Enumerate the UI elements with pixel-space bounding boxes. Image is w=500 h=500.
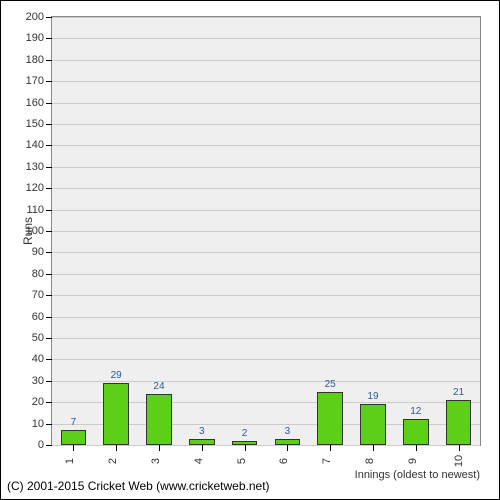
y-tick-label: 200 bbox=[26, 11, 44, 23]
x-tick-label: 6 bbox=[278, 458, 290, 464]
y-tick-label: 120 bbox=[26, 182, 44, 194]
bar bbox=[146, 394, 172, 445]
x-tick-label: 5 bbox=[236, 458, 248, 464]
y-tick-label: 150 bbox=[26, 118, 44, 130]
y-tick-label: 0 bbox=[38, 439, 44, 451]
y-tick-label: 130 bbox=[26, 161, 44, 173]
x-tick bbox=[116, 445, 117, 451]
bar-value-label: 29 bbox=[95, 370, 138, 381]
y-tick-label: 170 bbox=[26, 75, 44, 87]
y-tick-label: 40 bbox=[32, 353, 44, 365]
bar-value-label: 3 bbox=[180, 426, 223, 437]
y-tick-label: 160 bbox=[26, 97, 44, 109]
x-tick bbox=[73, 445, 74, 451]
x-tick-label: 4 bbox=[193, 458, 205, 464]
bar-slot: 34 bbox=[180, 17, 223, 445]
x-tick-label: 1 bbox=[64, 458, 76, 464]
copyright-text: (C) 2001-2015 Cricket Web (www.cricketwe… bbox=[7, 479, 270, 493]
plot-area: Runs Innings (oldest to newest) 01020304… bbox=[51, 16, 481, 446]
y-tick-label: 180 bbox=[26, 54, 44, 66]
y-tick-label: 100 bbox=[26, 225, 44, 237]
bar-slot: 129 bbox=[394, 17, 437, 445]
bar-slot: 36 bbox=[266, 17, 309, 445]
bar bbox=[317, 392, 343, 446]
x-tick bbox=[373, 445, 374, 451]
y-tick-label: 50 bbox=[32, 332, 44, 344]
y-tick-label: 30 bbox=[32, 375, 44, 387]
x-tick-label: 9 bbox=[407, 458, 419, 464]
bar bbox=[446, 400, 472, 445]
x-tick bbox=[330, 445, 331, 451]
chart-container: Runs Innings (oldest to newest) 01020304… bbox=[0, 0, 500, 500]
bar-slot: 243 bbox=[138, 17, 181, 445]
bar-value-label: 21 bbox=[437, 387, 480, 398]
x-tick-label: 2 bbox=[107, 458, 119, 464]
y-tick-label: 60 bbox=[32, 311, 44, 323]
bar-value-label: 25 bbox=[309, 379, 352, 390]
bar-value-label: 24 bbox=[138, 381, 181, 392]
x-tick-label: 3 bbox=[150, 458, 162, 464]
y-tick-label: 110 bbox=[26, 204, 44, 216]
x-tick bbox=[416, 445, 417, 451]
bar-slot: 292 bbox=[95, 17, 138, 445]
x-tick bbox=[159, 445, 160, 451]
bar-slot: 198 bbox=[352, 17, 395, 445]
x-tick-label: 10 bbox=[453, 455, 465, 467]
y-tick-label: 10 bbox=[32, 418, 44, 430]
x-tick bbox=[245, 445, 246, 451]
bar-value-label: 12 bbox=[394, 406, 437, 417]
y-tick bbox=[46, 445, 52, 446]
y-tick-label: 70 bbox=[32, 289, 44, 301]
bar-slot: 2110 bbox=[437, 17, 480, 445]
bar-slot: 71 bbox=[52, 17, 95, 445]
bar-value-label: 2 bbox=[223, 428, 266, 439]
x-axis-title: Innings (oldest to newest) bbox=[355, 469, 480, 481]
bar bbox=[360, 404, 386, 445]
x-tick-label: 7 bbox=[321, 458, 333, 464]
bar-value-label: 19 bbox=[352, 391, 395, 402]
y-tick-label: 140 bbox=[26, 139, 44, 151]
x-tick bbox=[459, 445, 460, 451]
x-tick-label: 8 bbox=[364, 458, 376, 464]
y-tick-label: 90 bbox=[32, 246, 44, 258]
y-tick-label: 190 bbox=[26, 32, 44, 44]
bar-slot: 257 bbox=[309, 17, 352, 445]
x-tick bbox=[287, 445, 288, 451]
bar-value-label: 7 bbox=[52, 417, 95, 428]
y-tick-label: 20 bbox=[32, 396, 44, 408]
bar-slot: 25 bbox=[223, 17, 266, 445]
y-tick-label: 80 bbox=[32, 268, 44, 280]
bar bbox=[61, 430, 87, 445]
bar bbox=[103, 383, 129, 445]
x-tick bbox=[202, 445, 203, 451]
bar bbox=[403, 419, 429, 445]
bar-value-label: 3 bbox=[266, 426, 309, 437]
